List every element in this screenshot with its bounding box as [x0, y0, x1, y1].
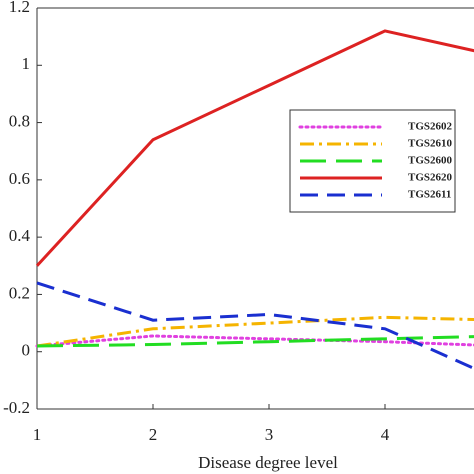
- y-tick-label: 1.2: [9, 0, 30, 16]
- x-tick-label: 1: [33, 425, 42, 444]
- series-line: [35, 334, 474, 348]
- y-tick-label: 1: [22, 54, 31, 73]
- legend-label: TGS2620: [408, 172, 453, 184]
- series-line: [36, 315, 474, 348]
- x-axis-label: Disease degree level: [198, 453, 338, 472]
- y-tick-label: 0.8: [9, 111, 30, 130]
- legend-label: TGS2611: [408, 189, 451, 201]
- y-tick-label: 0.4: [9, 226, 31, 245]
- series-line: [36, 335, 474, 348]
- series-line: [35, 29, 474, 267]
- y-tick-label: 0.6: [9, 169, 30, 188]
- legend-label: TGS2602: [408, 121, 453, 133]
- y-tick-label: 0: [22, 341, 31, 360]
- y-tick-label: 0.2: [9, 283, 30, 302]
- x-tick-label: 4: [381, 425, 390, 444]
- x-tick-label: 3: [265, 425, 274, 444]
- x-tick-label: 2: [149, 425, 158, 444]
- y-tick-label: -0.2: [3, 398, 30, 417]
- series-line: [36, 281, 474, 370]
- legend-label: TGS2600: [408, 155, 453, 167]
- legend-label: TGS2610: [408, 138, 453, 150]
